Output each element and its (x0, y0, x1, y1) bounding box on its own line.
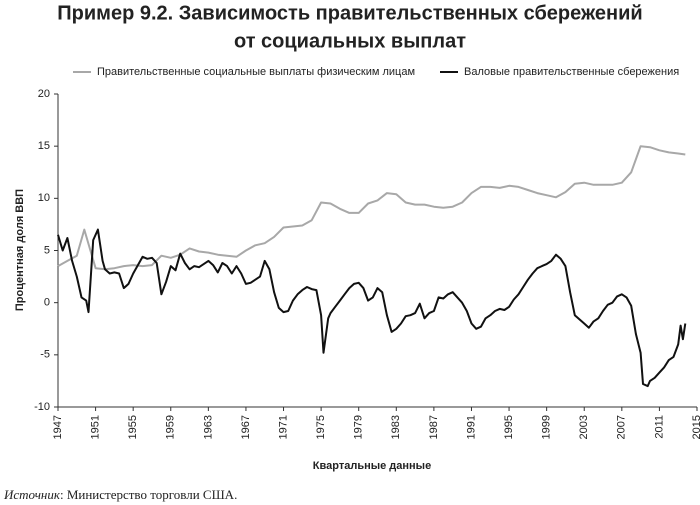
x-tick-label: 1963 (202, 415, 214, 439)
y-tick-label: 20 (38, 88, 50, 100)
x-tick-label: 1999 (541, 415, 553, 439)
source-text: : Министерство торговли США. (60, 487, 237, 502)
series-line (57, 228, 687, 388)
x-tick-label: 1955 (127, 415, 139, 439)
chart-title: от социальных выплат (234, 30, 466, 52)
source: Источник: Министерство торговли США. (3, 487, 237, 502)
x-tick-label: 1987 (428, 415, 440, 439)
x-tick-label: 2003 (578, 415, 590, 439)
x-tick-label: 1971 (277, 415, 289, 439)
x-tick-label: 1951 (89, 415, 101, 439)
x-tick-label: 1991 (465, 415, 477, 439)
y-tick-label: -10 (34, 401, 50, 413)
y-tick-label: -5 (40, 349, 50, 361)
legend-label: Валовые правительственные сбережения (464, 66, 679, 78)
series-line (57, 145, 686, 271)
legend-label: Правительственные социальные выплаты физ… (97, 66, 415, 78)
x-tick-label: 2015 (691, 415, 700, 439)
y-tick-label: 10 (38, 192, 50, 204)
x-axis-label: Квартальные данные (313, 460, 431, 472)
y-tick-label: 5 (44, 244, 50, 256)
x-tick-label: 1959 (165, 415, 177, 439)
x-tick-label: 1947 (52, 415, 64, 439)
source-label: Источник (3, 487, 61, 502)
y-tick-label: 0 (44, 297, 50, 309)
x-tick-label: 1975 (315, 415, 327, 439)
chart-title: Пример 9.2. Зависимость правительственны… (57, 2, 642, 24)
x-tick-label: 1967 (240, 415, 252, 439)
y-tick-label: 15 (38, 140, 50, 152)
x-tick-label: 1995 (503, 415, 515, 439)
x-tick-label: 1983 (390, 415, 402, 439)
y-axis-label: Процентная доля ВВП (14, 189, 26, 311)
x-tick-label: 2011 (653, 415, 665, 439)
x-tick-label: 1979 (353, 415, 365, 439)
x-tick-label: 2007 (616, 415, 628, 439)
